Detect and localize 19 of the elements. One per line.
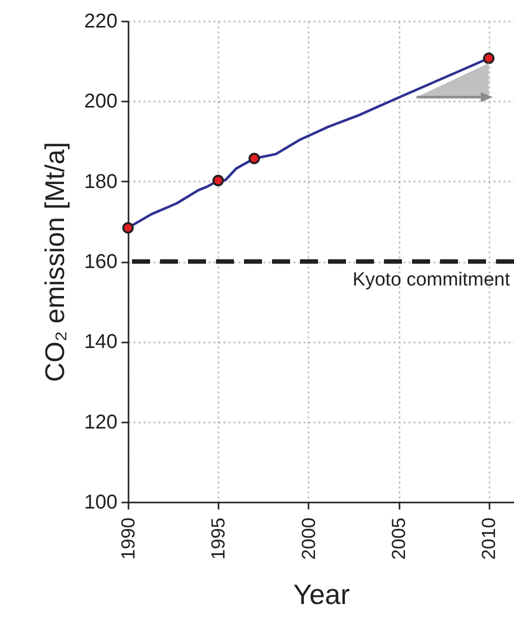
x-tick-label: 2000 xyxy=(298,518,320,560)
x-tick-label: 2010 xyxy=(479,518,500,560)
y-tick-label: 160 xyxy=(84,251,118,273)
x-tick-label: 1990 xyxy=(118,518,140,560)
y-tick-label: 220 xyxy=(84,10,118,32)
y-tick-label: 200 xyxy=(84,90,118,113)
x-axis-title: Year xyxy=(293,578,350,610)
y-tick-label: 120 xyxy=(84,411,118,434)
ref-line-label: Kyoto commitment xyxy=(352,270,511,290)
point xyxy=(483,52,494,64)
y-tick-label: 180 xyxy=(84,170,118,193)
y-axis-title: CO₂ emission [Mt/a] xyxy=(40,142,70,382)
x-tick-label: 1995 xyxy=(208,518,230,560)
x-tick-label: 2005 xyxy=(389,518,410,560)
y-tick-label: 140 xyxy=(84,331,118,354)
point xyxy=(122,222,134,234)
point xyxy=(212,174,224,186)
y-tick-label: 100 xyxy=(84,492,118,514)
point xyxy=(248,152,260,164)
